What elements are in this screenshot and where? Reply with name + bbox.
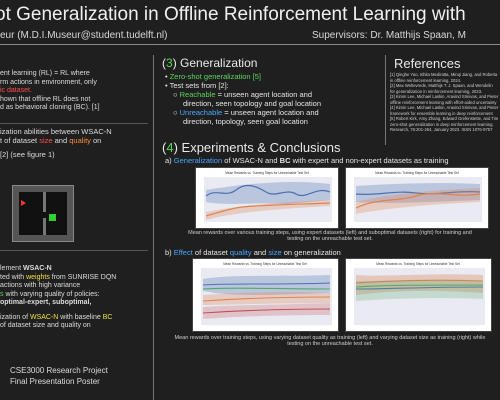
chart-a-caption: Mean rewards over various training steps…: [188, 230, 472, 242]
column-divider-left: [153, 55, 154, 400]
author-line: eur (M.D.I.Museur@student.tudelft.nl): [0, 30, 168, 41]
chart-title: Mean Rewards vs. Training Steps for Unre…: [375, 171, 459, 175]
chart-a-left: Mean Rewards vs. Training Steps for Unre…: [195, 167, 339, 229]
chart-a-right: Mean Rewards vs. Training Steps for Unre…: [345, 167, 489, 229]
chart-b-left: Mean Rewards vs. Training Steps for Unre…: [192, 258, 339, 332]
header-divider: [0, 44, 500, 45]
experiment-a-heading: a) Generalization of WSAC-N and BC with …: [165, 156, 449, 165]
left-divider-2: [0, 250, 148, 251]
goal-icon: [49, 214, 56, 221]
supervisor-line: Supervisors: Dr. Matthijs Spaan, M: [312, 30, 466, 41]
minigrid-environment-image: [12, 185, 74, 242]
experiment-b-heading: b) Effect of dataset quality and size on…: [165, 248, 341, 257]
chart-title: Mean Rewards vs. Training Steps for Unre…: [223, 262, 307, 266]
left-divider-1: [0, 123, 148, 124]
course-footer: CSE3000 Research Project Final Presentat…: [10, 366, 108, 386]
generalization-content: • Zero-shot generalization [5] • Test se…: [165, 72, 322, 126]
chart-b-caption: Mean rewards over training steps, using …: [174, 335, 486, 347]
column-divider-right: [385, 55, 386, 145]
agent-icon: [21, 200, 26, 206]
intro-text: ent learning (RL) = RL where rm actions …: [0, 70, 100, 111]
references-heading: References: [394, 56, 461, 71]
poster-title: ot Generalization in Offline Reinforceme…: [0, 4, 466, 25]
references-list: [1] Qinghe Yao, Ishita Mediratta, Minqi …: [390, 72, 499, 132]
research-question: ization abilities between WSAC-N t of da…: [0, 127, 112, 159]
chart-title: Mean Rewards vs. Training Steps for Unre…: [225, 171, 309, 175]
chart-b-right: Mean Rewards vs. Training Steps for Unre…: [345, 258, 492, 332]
chart-title: Mean Rewards vs. Training Steps for Unre…: [376, 262, 460, 266]
section-generalization-heading: (3) Generalization: [162, 56, 258, 70]
section-experiments-heading: (4) Experiments & Conclusions: [162, 140, 341, 155]
method-text: lement WSAC-N ted with weights from SUNR…: [0, 265, 117, 329]
